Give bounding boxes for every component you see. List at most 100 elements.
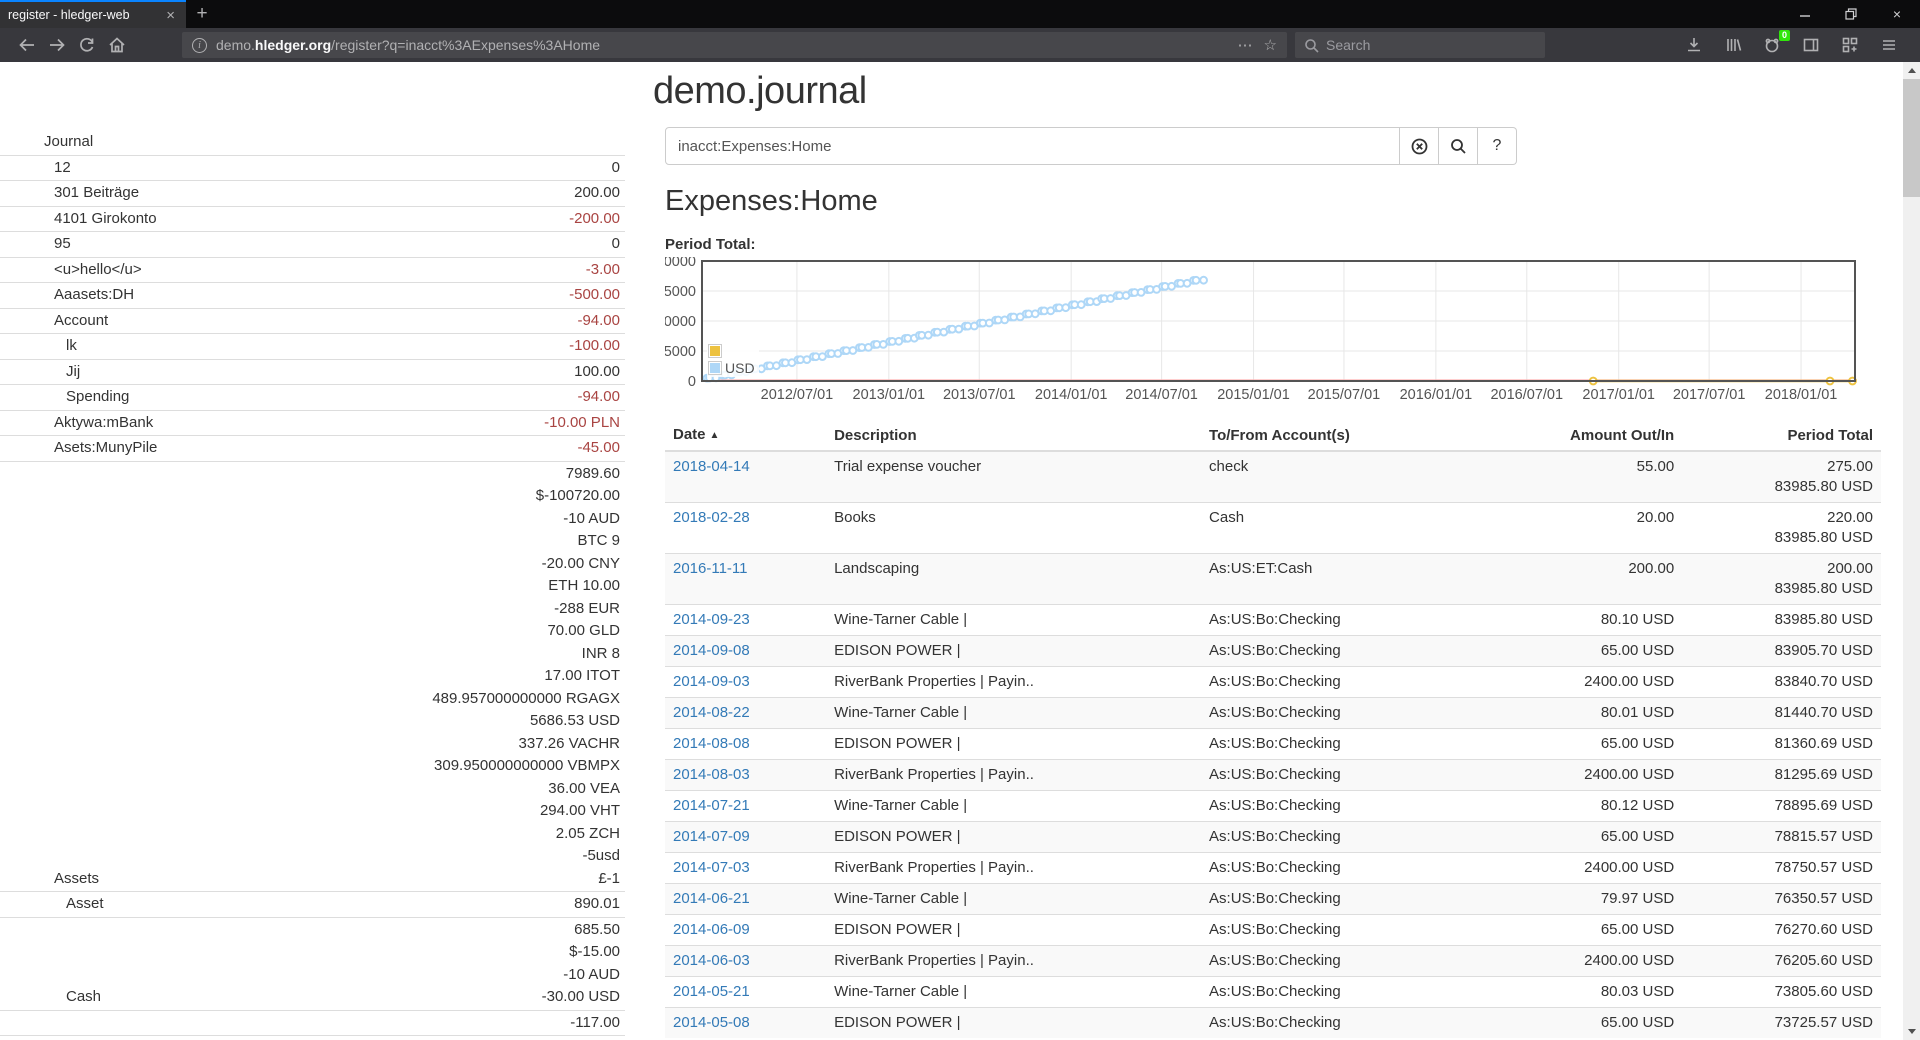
account-link[interactable]: Asets:MunyPile (54, 439, 158, 456)
bookmark-star-icon[interactable]: ☆ (1263, 37, 1277, 54)
account-link[interactable]: 301 Beiträge (54, 184, 140, 201)
transaction-date-link[interactable]: 2014-09-23 (673, 611, 750, 628)
account-link[interactable]: Aaasets:DH (54, 286, 135, 303)
apps-button[interactable] (1839, 34, 1861, 56)
transaction-date-link[interactable]: 2014-05-21 (673, 983, 750, 1000)
transaction-account: As:US:Bo:Checking (1201, 914, 1474, 946)
column-header-description[interactable]: Description (826, 421, 1202, 452)
transaction-account: As:US:Bo:Checking (1201, 852, 1474, 884)
register-row[interactable]: 2014-08-08 EDISON POWER | As:US:Bo:Checkin… (665, 728, 1881, 760)
register-row[interactable]: 2018-04-14 Trial expense voucher check 55.0… (665, 450, 1881, 503)
transaction-date-link[interactable]: 2014-07-09 (673, 828, 750, 845)
reload-icon (80, 37, 94, 52)
home-button[interactable] (102, 32, 132, 58)
transaction-date-link[interactable]: 2014-06-03 (673, 952, 750, 969)
account-link[interactable]: Cash (66, 988, 102, 1005)
page-actions-icon[interactable]: ⋯ (1237, 37, 1254, 54)
register-row[interactable]: 2014-06-21 Wine-Tarner Cable | As:US:Bo:Ch… (665, 883, 1881, 915)
period-total: 83905.70 USD (1682, 635, 1881, 667)
account-link[interactable]: Account (54, 311, 109, 329)
scroll-up-arrow[interactable] (1903, 62, 1920, 79)
account-link[interactable]: Asset (66, 895, 104, 912)
register-row[interactable]: 2014-09-08 EDISON POWER | As:US:Bo:Checkin… (665, 635, 1881, 667)
search-submit-button[interactable] (1439, 127, 1478, 165)
register-row[interactable]: 2014-08-03 RiverBank Properties | Payin..… (665, 759, 1881, 791)
menu-button[interactable] (1878, 34, 1900, 56)
account-link[interactable]: 95 (54, 235, 71, 252)
back-button[interactable] (12, 32, 42, 58)
transaction-date-link[interactable]: 2018-02-28 (673, 509, 750, 526)
new-tab-button[interactable]: + (196, 3, 208, 24)
register-row[interactable]: 2014-07-03 RiverBank Properties | Payin..… (665, 852, 1881, 884)
account-link[interactable]: lk (66, 337, 77, 354)
download-button[interactable] (1683, 34, 1705, 56)
legend-entry: USD (708, 359, 755, 376)
transaction-date-link[interactable]: 2014-09-03 (673, 673, 750, 690)
column-header-date[interactable]: Date ▲ (665, 421, 827, 452)
extension-button[interactable]: 0 (1761, 30, 1790, 56)
column-header-to-from-account-s-[interactable]: To/From Account(s) (1201, 421, 1474, 452)
register-row[interactable]: 2016-11-11 Landscaping As:US:ET:Cash 200.00… (665, 553, 1881, 605)
register-row[interactable]: 2014-08-22 Wine-Tarner Cable | As:US:Bo:Ch… (665, 697, 1881, 729)
account-link[interactable]: 12 (54, 158, 71, 176)
browser-tab[interactable]: register - hledger-web × (0, 0, 186, 28)
account-link[interactable]: <u>hello</u> (54, 260, 142, 278)
tab-close-icon[interactable]: × (166, 6, 175, 24)
help-button[interactable]: ? (1478, 127, 1517, 165)
clear-query-button[interactable] (1400, 127, 1439, 165)
chart-legend: USD (707, 341, 759, 377)
balance-amount: -20.00 CNY (541, 554, 620, 572)
transaction-date-link[interactable]: 2014-08-22 (673, 704, 750, 721)
vertical-scrollbar[interactable] (1903, 62, 1920, 1040)
account-link[interactable]: Jij (66, 362, 81, 380)
forward-button[interactable] (42, 32, 72, 58)
transaction-amount: 80.10 USD (1473, 604, 1683, 636)
svg-text:2013/01/01: 2013/01/01 (853, 387, 926, 403)
transaction-date-link[interactable]: 2014-07-21 (673, 797, 750, 814)
window-minimize-button[interactable] (1782, 0, 1828, 28)
register-row[interactable]: 2014-07-09 EDISON POWER | As:US:Bo:Checkin… (665, 821, 1881, 853)
magnifier-icon (1450, 138, 1466, 154)
transaction-date-link[interactable]: 2014-09-08 (673, 642, 750, 659)
library-button[interactable] (1722, 34, 1744, 56)
sidebar-toggle-button[interactable] (1800, 34, 1822, 56)
scrollbar-thumb[interactable] (1903, 79, 1920, 197)
window-close-button[interactable]: × (1892, 6, 1902, 22)
register-row[interactable]: 2014-09-23 Wine-Tarner Cable | As:US:Bo:Ch… (665, 604, 1881, 636)
column-header-period-total[interactable]: Period Total (1682, 421, 1881, 452)
account-link[interactable]: Spending (66, 388, 130, 405)
register-row[interactable]: 2014-06-03 RiverBank Properties | Payin..… (665, 945, 1881, 977)
balance-amount: 489.957000000000 RGAGX (432, 689, 620, 707)
transaction-date-link[interactable]: 2014-08-03 (673, 766, 750, 783)
register-row[interactable]: 2014-05-21 Wine-Tarner Cable | As:US:Bo:Ch… (665, 976, 1881, 1008)
register-row[interactable]: 2018-02-28 Books Cash 20.00 220.00 83985.80 U… (665, 502, 1881, 554)
reload-button[interactable] (72, 32, 102, 58)
register-row[interactable]: 2014-07-21 Wine-Tarner Cable | As:US:Bo:Ch… (665, 790, 1881, 822)
query-input[interactable] (665, 127, 1400, 165)
window-restore-button[interactable] (1828, 0, 1874, 28)
transaction-date-link[interactable]: 2014-07-03 (673, 859, 750, 876)
account-link[interactable]: Assets (54, 869, 100, 887)
sidebar-account-row: 12 0 (0, 155, 625, 181)
register-row[interactable]: 2014-06-09 EDISON POWER | As:US:Bo:Checkin… (665, 914, 1881, 946)
column-header-amount-out-in[interactable]: Amount Out/In (1473, 421, 1683, 452)
transaction-date-link[interactable]: 2014-06-09 (673, 921, 750, 938)
account-link[interactable]: Aktywa:mBank (54, 413, 154, 431)
register-row[interactable]: 2014-09-03 RiverBank Properties | Payin..… (665, 666, 1881, 698)
transaction-date-link[interactable]: 2014-06-21 (673, 890, 750, 907)
scroll-down-arrow[interactable] (1903, 1023, 1920, 1040)
browser-search-bar[interactable]: Search (1295, 32, 1545, 58)
sidebar-account-row: 301 Beiträge 200.00 (0, 180, 625, 207)
sidebar-account-row: Asset 890.01 (0, 891, 625, 918)
account-link[interactable]: Journal (44, 133, 94, 150)
url-bar[interactable]: i demo.hledger.org/register?q=inacct%3AE… (182, 32, 1287, 58)
site-info-icon[interactable]: i (192, 37, 207, 53)
account-link[interactable]: 4101 Girokonto (54, 209, 157, 227)
transaction-date-link[interactable]: 2014-08-08 (673, 735, 750, 752)
transaction-date-link[interactable]: 2018-04-14 (673, 458, 750, 475)
transaction-date-link[interactable]: 2016-11-11 (673, 560, 748, 577)
balance-amount: -100.00 (569, 337, 620, 354)
search-icon (1305, 38, 1319, 53)
transaction-date-link[interactable]: 2014-05-08 (673, 1014, 750, 1031)
register-row[interactable]: 2014-05-08 EDISON POWER | As:US:Bo:Checkin… (665, 1007, 1881, 1038)
